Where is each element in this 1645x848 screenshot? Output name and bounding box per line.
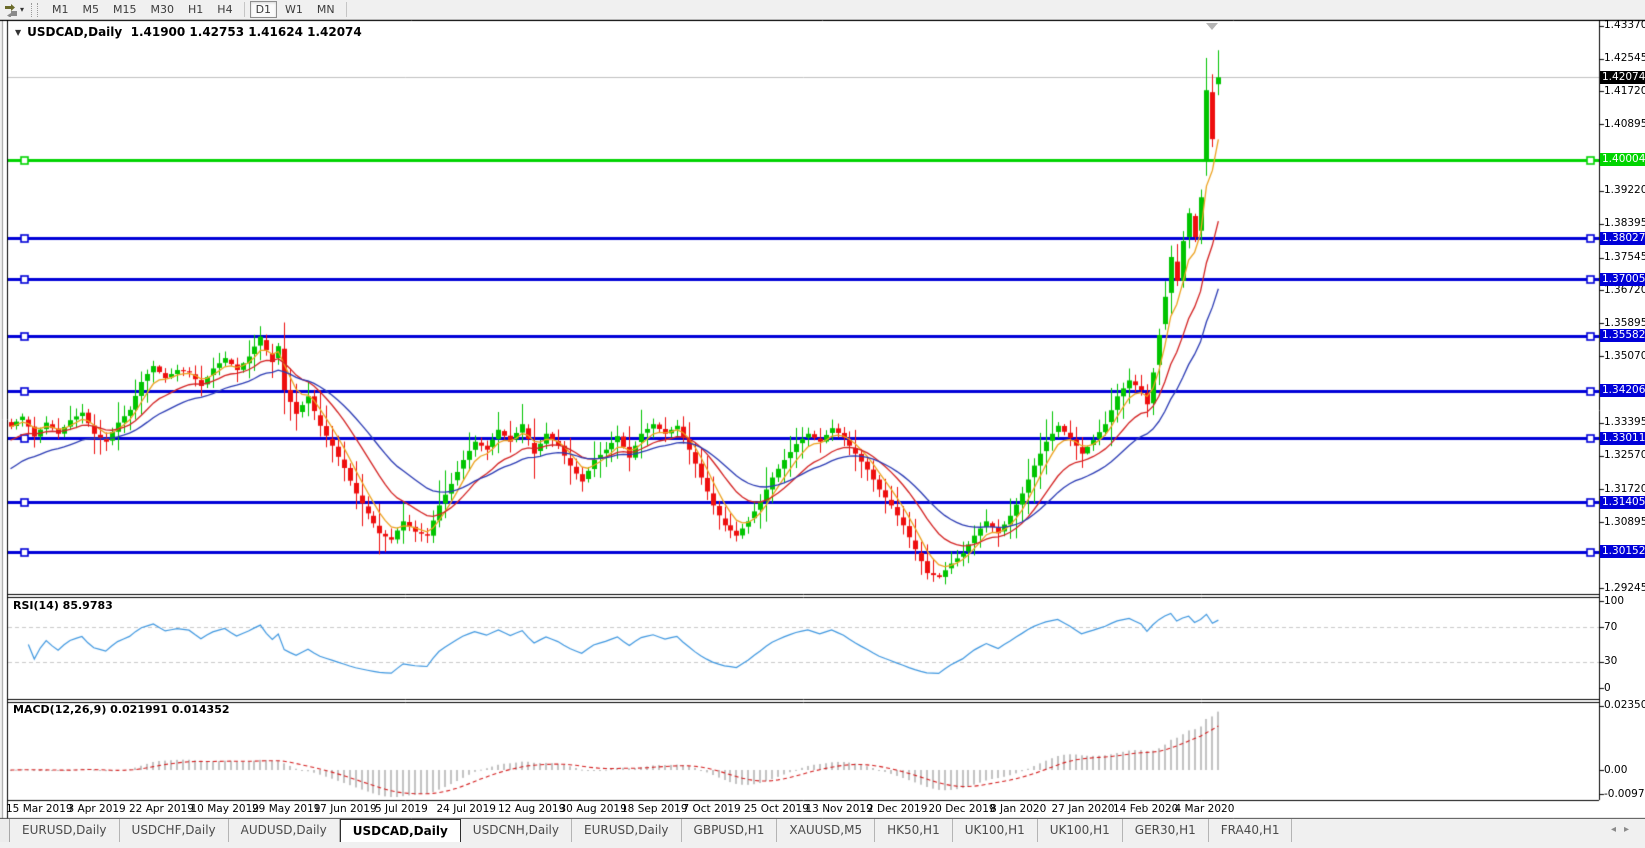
price-tick: 1.35070 <box>1604 349 1645 362</box>
timeframe-button-m1[interactable]: M1 <box>52 3 69 16</box>
price-axis: 1.43370 1.42545 1.41720 1.40895 1.39220 1.383… <box>1600 19 1645 818</box>
tab-scroll-arrows: ◂▸ <box>1611 824 1637 835</box>
chart-title: ▼ USDCAD,Daily 1.41900 1.42753 1.41624 1.… <box>15 25 362 39</box>
date-label: 3 Apr 2019 <box>67 803 126 815</box>
level-price-tag[interactable]: 1.38027 <box>1600 231 1645 245</box>
date-label: 22 Apr 2019 <box>129 803 194 815</box>
toolbar-grip[interactable] <box>31 2 39 17</box>
rsi-tick: 30 <box>1604 655 1618 668</box>
price-tick: 1.35895 <box>1604 316 1645 329</box>
date-label: 25 Oct 2019 <box>744 803 809 815</box>
scroll-to-end-marker-icon <box>1206 23 1218 30</box>
macd-tick: 0.00 <box>1604 763 1628 776</box>
price-tick: 1.33395 <box>1604 416 1645 429</box>
level-price-tag[interactable]: 1.34206 <box>1600 384 1645 398</box>
timeframe-button-m30[interactable]: M30 <box>150 3 175 16</box>
tab-scroll-right-icon[interactable]: ▸ <box>1623 824 1637 835</box>
price-tick: 1.39220 <box>1604 184 1645 197</box>
date-label: 20 Dec 2019 <box>928 803 996 815</box>
tab-stub <box>0 819 10 842</box>
rsi-label: RSI(14) 85.9783 <box>13 599 113 612</box>
timeframe-button-d1[interactable]: D1 <box>249 1 278 18</box>
date-label: 8 Jan 2020 <box>990 803 1047 815</box>
chart-tab-xauusd-m5[interactable]: XAUUSD,M5 <box>777 819 876 842</box>
toolbar-separator <box>345 2 347 17</box>
date-label: 7 Oct 2019 <box>682 803 741 815</box>
chart-tab-eurusd-daily[interactable]: EURUSD,Daily <box>10 819 120 842</box>
chart-tab-usdcad-daily[interactable]: USDCAD,Daily <box>339 819 461 842</box>
chart-tab-uk100-h1[interactable]: UK100,H1 <box>953 819 1038 842</box>
status-bar <box>0 841 1645 848</box>
chart-profile-icon[interactable] <box>3 3 19 18</box>
price-tick: 1.30895 <box>1604 515 1645 528</box>
date-label: 24 Jul 2019 <box>436 803 496 815</box>
chevron-down-icon[interactable]: ▾ <box>20 5 25 14</box>
timeframe-button-h4[interactable]: H4 <box>217 3 233 16</box>
timeframe-toolbar: ▾ M1 M5 M15 M30 H1 H4 D1 W1 MN <box>0 0 1645 20</box>
level-price-tag[interactable]: 1.40004 <box>1600 153 1645 167</box>
chart-tab-ger30-h1[interactable]: GER30,H1 <box>1123 819 1209 842</box>
date-label: 10 May 2019 <box>190 803 259 815</box>
date-label: 27 Jan 2020 <box>1051 803 1115 815</box>
toolbar-separator <box>243 2 245 17</box>
date-label: 4 Mar 2020 <box>1174 803 1235 815</box>
date-label: 12 Aug 2019 <box>498 803 566 815</box>
chart-tab-uk100-h1[interactable]: UK100,H1 <box>1038 819 1123 842</box>
date-label: 18 Sep 2019 <box>621 803 688 815</box>
date-label: 15 Mar 2019 <box>6 803 73 815</box>
date-label: 30 Aug 2019 <box>559 803 627 815</box>
date-label: 29 May 2019 <box>252 803 321 815</box>
tab-scroll-left-icon[interactable]: ◂ <box>1610 824 1624 835</box>
timeframe-button-mn[interactable]: MN <box>316 3 335 16</box>
chart-tab-usdchf-daily[interactable]: USDCHF,Daily <box>120 819 229 842</box>
price-tick: 1.32570 <box>1604 449 1645 462</box>
date-axis: 15 Mar 2019 3 Apr 2019 22 Apr 2019 10 May 2… <box>0 803 1599 818</box>
level-price-tag[interactable]: 1.35582 <box>1600 329 1645 343</box>
chart-tab-usdcnh-daily[interactable]: USDCNH,Daily <box>461 819 572 842</box>
chart-tab-audusd-daily[interactable]: AUDUSD,Daily <box>229 819 340 842</box>
level-price-tag[interactable]: 1.31405 <box>1600 495 1645 509</box>
date-label: 5 Jul 2019 <box>375 803 428 815</box>
date-label: 17 Jun 2019 <box>313 803 377 815</box>
price-tick: 1.41720 <box>1604 84 1645 97</box>
timeframe-button-m5[interactable]: M5 <box>82 3 100 16</box>
chart-title-ohlc: 1.41900 1.42753 1.41624 1.42074 <box>130 25 362 39</box>
chart-tab-fra40-h1[interactable]: FRA40,H1 <box>1209 819 1293 842</box>
price-tick: 1.36720 <box>1604 283 1645 296</box>
level-price-tag[interactable]: 1.30152 <box>1600 545 1645 559</box>
price-tick: 1.38395 <box>1604 217 1645 230</box>
price-tick: 1.31720 <box>1604 482 1645 495</box>
timeframe-button-h1[interactable]: H1 <box>188 3 204 16</box>
macd-tick: 0.023505 <box>1604 699 1645 712</box>
rsi-tick: 0 <box>1604 681 1611 694</box>
rsi-tick: 70 <box>1604 620 1618 633</box>
current-price-tag: 1.42074 <box>1600 70 1645 84</box>
rsi-tick: 100 <box>1604 594 1625 607</box>
timeframe-button-w1[interactable]: W1 <box>285 3 303 16</box>
price-tick: 1.37545 <box>1604 251 1645 264</box>
macd-tick: -0.009795 <box>1604 787 1645 800</box>
price-tick: 1.29245 <box>1604 581 1645 594</box>
date-label: 14 Feb 2020 <box>1113 803 1179 815</box>
macd-label: MACD(12,26,9) 0.021991 0.014352 <box>13 703 230 716</box>
price-tick: 1.40895 <box>1604 117 1645 130</box>
chart-tab-hk50-h1[interactable]: HK50,H1 <box>875 819 953 842</box>
date-label: 13 Nov 2019 <box>805 803 873 815</box>
timeframe-button-m15[interactable]: M15 <box>113 3 137 16</box>
level-price-tag[interactable]: 1.33011 <box>1600 431 1645 445</box>
date-label: 2 Dec 2019 <box>867 803 928 815</box>
price-tick: 1.43370 <box>1604 19 1645 32</box>
chart-tab-gbpusd-h1[interactable]: GBPUSD,H1 <box>682 819 778 842</box>
timeframe-buttons: M1 M5 M15 M30 H1 H4 D1 W1 MN <box>45 1 351 18</box>
chart-title-symbol: USDCAD,Daily <box>27 25 123 39</box>
level-price-tag[interactable]: 1.37005 <box>1600 272 1645 286</box>
chart-tab-eurusd-daily[interactable]: EURUSD,Daily <box>572 819 682 842</box>
price-tick: 1.42545 <box>1604 52 1645 65</box>
chart-tab-bar: EURUSD,Daily USDCHF,Daily AUDUSD,Daily USDC… <box>0 819 1645 842</box>
chevron-down-icon[interactable]: ▼ <box>15 28 22 37</box>
